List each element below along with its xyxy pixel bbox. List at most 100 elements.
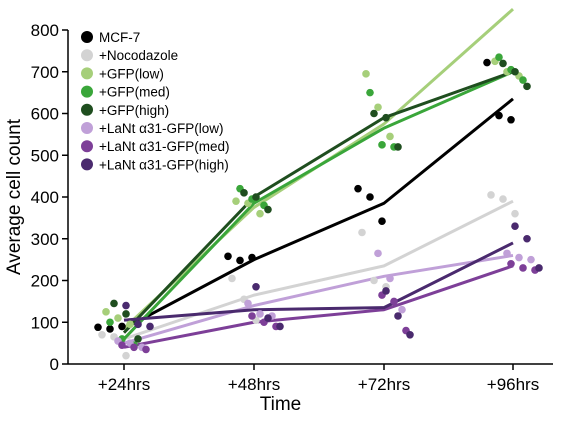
data-point — [106, 325, 114, 333]
y-tick-label: 300 — [31, 230, 59, 249]
data-point — [394, 312, 402, 320]
data-point — [142, 345, 150, 354]
data-point — [98, 330, 106, 339]
y-tick-label: 100 — [31, 313, 59, 332]
data-point — [499, 195, 507, 203]
data-point — [527, 255, 535, 264]
plot-area: 0 100 200 300 400 500 600 700 800 +24hrs +48hrs +7… — [31, 8, 553, 394]
data-point — [374, 249, 382, 258]
data-point — [134, 335, 142, 343]
data-point — [511, 67, 519, 76]
data-point — [130, 343, 138, 352]
data-point — [519, 76, 527, 84]
data-point — [390, 297, 398, 306]
data-point — [382, 113, 390, 122]
data-point — [378, 217, 386, 226]
data-point — [487, 191, 495, 199]
data-point — [118, 341, 126, 350]
data-point — [146, 322, 154, 331]
data-point — [224, 252, 232, 261]
data-point — [358, 228, 366, 237]
legend: MCF-7 +Nocodazole +GFP(low) +GFP(med) +GFP(h… — [81, 30, 229, 172]
data-point — [252, 193, 260, 201]
series-line — [123, 97, 514, 330]
x-axis-ticks: +24hrs +48hrs +72hrs +96hrs — [98, 364, 539, 394]
data-point — [406, 330, 414, 339]
legend-marker — [81, 103, 93, 116]
legend-label: +LaNt α31-GFP(low) — [99, 121, 223, 136]
y-axis-ticks: 0 100 200 300 400 500 600 700 800 — [31, 21, 68, 374]
data-point — [264, 314, 272, 322]
y-tick-label: 0 — [50, 355, 59, 374]
y-tick-label: 700 — [31, 63, 59, 82]
legend-label: MCF-7 — [99, 30, 140, 45]
data-point — [102, 308, 110, 316]
data-point — [122, 310, 130, 318]
data-point — [519, 264, 527, 272]
legend-marker — [81, 67, 93, 80]
legend-marker — [81, 140, 93, 153]
x-axis-title: Time — [260, 394, 302, 415]
data-point — [362, 70, 370, 78]
data-point — [511, 222, 519, 231]
y-tick-label: 400 — [31, 188, 59, 207]
legend-label: +GFP(high) — [99, 103, 169, 118]
data-point — [248, 312, 256, 320]
series-line — [123, 241, 514, 322]
legend-marker — [81, 158, 93, 171]
y-tick-label: 500 — [31, 146, 59, 165]
data-point — [515, 253, 523, 262]
data-point — [507, 260, 515, 268]
data-point — [114, 314, 122, 322]
data-point — [523, 82, 531, 91]
data-point — [110, 299, 118, 308]
data-point — [495, 111, 503, 120]
data-point — [232, 197, 240, 205]
legend-marker — [81, 31, 93, 43]
y-axis-title: Average cell count — [4, 118, 25, 275]
x-tick-label: +96hrs — [487, 375, 539, 394]
data-point — [483, 58, 491, 67]
x-tick-label: +48hrs — [228, 375, 280, 394]
data-point — [354, 184, 362, 193]
data-point — [276, 322, 284, 331]
data-point — [122, 351, 130, 360]
series-line — [123, 199, 514, 341]
data-point — [394, 143, 402, 151]
legend-label: +LaNt α31-GFP(high) — [99, 157, 229, 172]
data-point — [523, 234, 531, 243]
data-point — [507, 115, 515, 124]
x-tick-label: +24hrs — [98, 375, 150, 394]
data-point — [228, 274, 236, 283]
data-point — [370, 109, 378, 118]
data-point — [370, 276, 378, 285]
data-point — [382, 287, 390, 295]
y-tick-label: 800 — [31, 21, 59, 40]
data-point — [378, 141, 386, 149]
data-point — [134, 320, 142, 329]
legend-marker — [81, 122, 93, 134]
data-point — [252, 282, 260, 291]
legend-label: +GFP(med) — [99, 85, 170, 100]
data-point — [398, 305, 406, 314]
data-point — [94, 323, 102, 332]
data-point — [264, 205, 272, 214]
series-lines — [122, 8, 514, 349]
x-tick-label: +72hrs — [358, 375, 410, 394]
data-point — [122, 301, 130, 310]
series-line — [122, 70, 514, 334]
y-tick-label: 200 — [31, 272, 59, 291]
data-point — [386, 132, 394, 141]
data-point — [236, 256, 244, 265]
data-point — [495, 53, 503, 61]
data-point — [106, 318, 114, 327]
legend-label: +Nocodazole — [99, 48, 178, 63]
data-point — [240, 189, 248, 197]
data-point — [248, 253, 256, 262]
data-point — [374, 103, 382, 112]
legend-label: +GFP(low) — [99, 66, 164, 81]
data-point — [366, 88, 374, 97]
data-point — [244, 299, 252, 308]
legend-label: +LaNt α31-GFP(med) — [99, 139, 229, 154]
series-line — [123, 264, 514, 349]
